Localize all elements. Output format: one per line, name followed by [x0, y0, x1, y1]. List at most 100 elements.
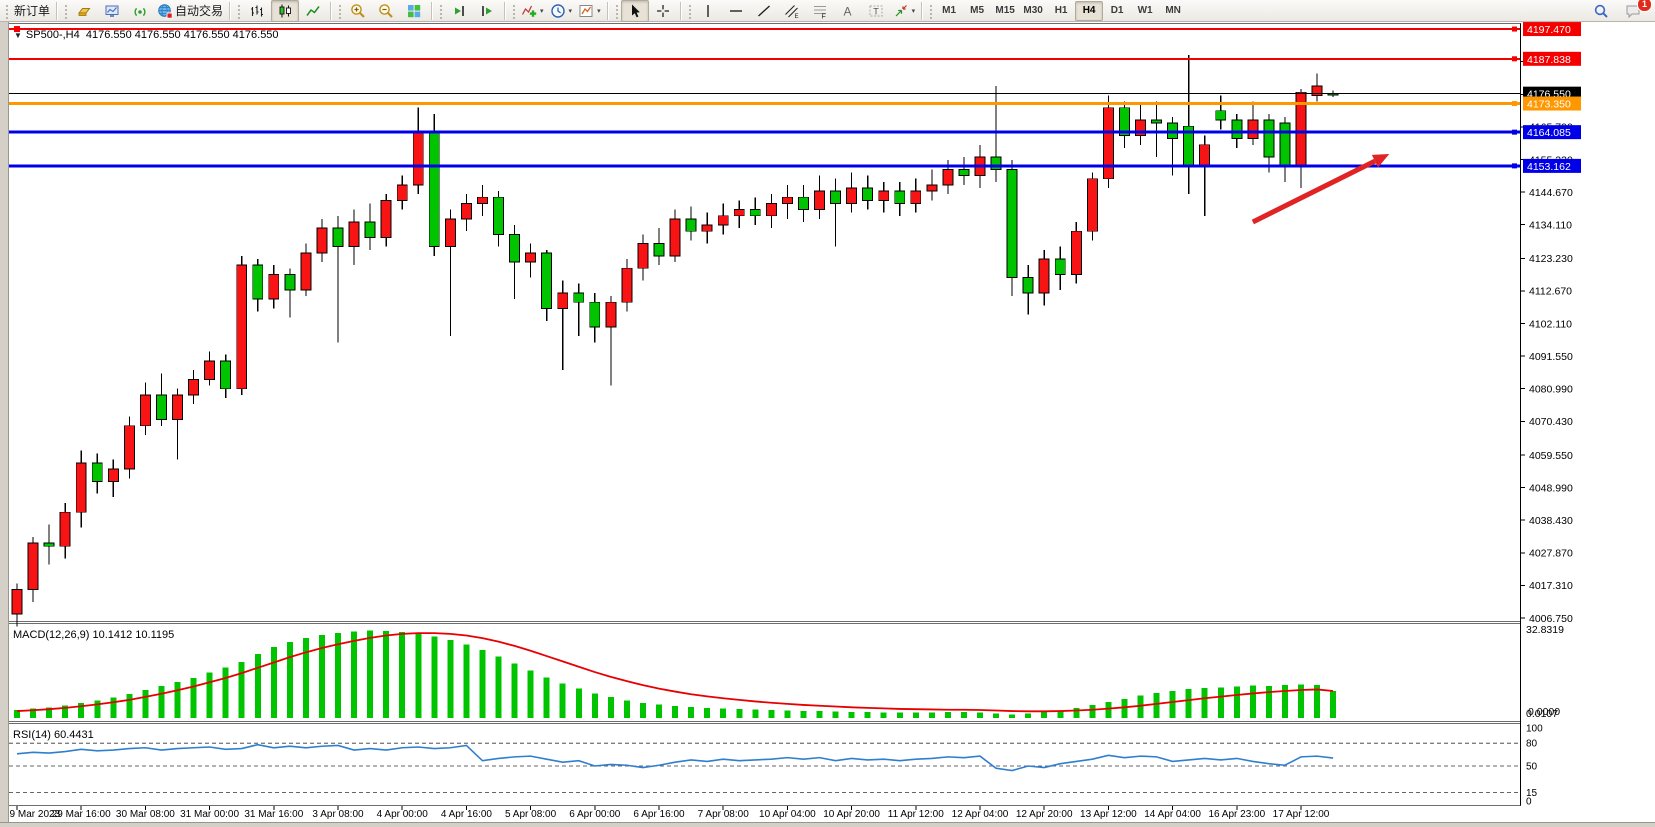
bear-candle[interactable] [1215, 110, 1227, 121]
bull-candle[interactable] [172, 394, 183, 421]
bear-candle[interactable] [1231, 119, 1243, 140]
bull-candle[interactable] [926, 184, 938, 192]
bull-candle[interactable] [621, 267, 633, 303]
bear-candle[interactable] [990, 156, 1002, 170]
arrow-shaft[interactable] [1251, 158, 1377, 225]
bull-candle[interactable] [268, 274, 280, 300]
bull-candle[interactable] [1038, 258, 1050, 294]
bull-candle[interactable] [300, 252, 312, 291]
bear-candle[interactable] [155, 394, 167, 421]
hline-4187.838[interactable]: 4187.838 [9, 51, 1581, 66]
timeframe-M5-button[interactable]: M5 [970, 5, 985, 16]
bull-candle[interactable] [878, 190, 890, 201]
bear-candle[interactable] [894, 190, 906, 204]
bull-candle[interactable] [781, 196, 793, 204]
arrows-dropdown-arrow-icon[interactable]: ▾ [911, 7, 916, 15]
bull-candle[interactable] [460, 202, 472, 220]
bull-candle[interactable] [1070, 230, 1082, 275]
candlestick-series[interactable] [11, 55, 1339, 627]
timeframe-W1-button[interactable]: W1 [1137, 5, 1153, 16]
hline-4153.162[interactable]: 4153.162 [9, 158, 1581, 173]
signals-button[interactable] [126, 0, 154, 22]
fibonacci-retracement-button[interactable]: F [806, 0, 834, 22]
chart-window[interactable]: 4186.9104176.3504165.7904155.2304144.670… [0, 22, 1655, 827]
bear-candle[interactable] [1022, 277, 1034, 294]
bear-candle[interactable] [220, 360, 232, 390]
bear-candle[interactable] [573, 292, 585, 303]
timeframe-D1-button[interactable]: D1 [1110, 5, 1124, 16]
bull-candle[interactable] [1086, 178, 1098, 232]
bear-candle[interactable] [541, 252, 553, 309]
periods-button[interactable]: ▾ [547, 0, 576, 22]
candlestick-mode-button[interactable] [271, 0, 300, 22]
bull-candle[interactable] [525, 252, 537, 263]
search-button[interactable] [1587, 0, 1615, 22]
bear-candle[interactable] [798, 196, 809, 211]
timeframe-MN-button[interactable]: MN [1165, 5, 1181, 16]
bull-candle[interactable] [942, 169, 954, 186]
auto-trading-button[interactable]: 自动交易 [154, 0, 226, 22]
bull-candle[interactable] [717, 215, 729, 226]
bull-candle[interactable] [733, 209, 745, 217]
templates-button[interactable]: ▾ [575, 0, 604, 22]
bar-chart-mode-button[interactable] [243, 0, 271, 22]
bear-candle[interactable] [1263, 119, 1275, 158]
timeframe-M1-button[interactable]: M1 [942, 5, 957, 16]
notifications-button[interactable]: 1 [1619, 0, 1652, 22]
bull-candle[interactable] [139, 394, 151, 427]
equidistant-channel-button[interactable]: E [778, 0, 806, 22]
text-label-button[interactable]: T [862, 0, 890, 22]
indicators-list-dropdown-arrow-icon[interactable]: ▾ [540, 7, 544, 15]
bear-candle[interactable] [862, 187, 874, 201]
chart-shift-button[interactable] [473, 0, 501, 22]
bear-candle[interactable] [1118, 107, 1130, 136]
bull-candle[interactable] [204, 360, 216, 380]
bull-candle[interactable] [669, 218, 681, 257]
bear-candle[interactable] [428, 131, 440, 248]
hline-anchor-handle[interactable] [14, 26, 20, 33]
vertical-line-button[interactable] [694, 0, 722, 22]
bull-candle[interactable] [316, 227, 328, 254]
price-axis[interactable]: 4186.9104176.3504165.7904155.2304144.670… [1520, 56, 1573, 625]
bull-candle[interactable] [846, 187, 858, 204]
bull-candle[interactable] [444, 218, 456, 248]
trendline-button[interactable] [750, 0, 778, 22]
line-chart-mode-button[interactable] [299, 0, 327, 22]
trend-arrow-annotation[interactable] [1251, 154, 1390, 225]
bear-candle[interactable] [493, 196, 504, 235]
rsi-indicator[interactable]: 100 80 50 150 [9, 724, 1543, 808]
bull-candle[interactable] [236, 264, 248, 390]
horizontal-line-button[interactable] [722, 0, 750, 22]
bear-candle[interactable] [830, 190, 841, 204]
bear-candle[interactable] [364, 221, 376, 238]
zoom-in-button[interactable] [344, 0, 372, 22]
timeframe-M30-button[interactable]: M30 [1023, 5, 1043, 16]
bull-candle[interactable] [1135, 119, 1146, 136]
bull-candle[interactable] [412, 131, 424, 186]
bull-candle[interactable] [701, 224, 713, 232]
bear-candle[interactable] [1279, 122, 1291, 167]
timeframe-H1-button[interactable]: H1 [1054, 5, 1068, 16]
bear-candle[interactable] [1006, 169, 1018, 278]
bear-candle[interactable] [749, 209, 761, 217]
bull-candle[interactable] [605, 301, 617, 328]
periods-dropdown-arrow-icon[interactable]: ▾ [568, 7, 573, 15]
text-button[interactable]: A [834, 0, 862, 22]
bull-candle[interactable] [123, 425, 135, 470]
bull-candle[interactable] [557, 292, 569, 309]
bull-candle[interactable] [1311, 85, 1323, 96]
timeframe-M15-button[interactable]: M15 [995, 5, 1015, 16]
bull-candle[interactable] [380, 199, 392, 238]
bull-candle[interactable] [814, 190, 825, 211]
hline-4197.470[interactable]: 4197.470 [9, 22, 1581, 37]
bull-candle[interactable] [188, 379, 200, 396]
bear-candle[interactable] [1054, 258, 1066, 275]
templates-dropdown-arrow-icon[interactable]: ▾ [597, 7, 601, 15]
charts-profile-button[interactable] [70, 0, 98, 22]
bull-candle[interactable] [910, 190, 922, 204]
bull-candle[interactable] [1102, 107, 1114, 180]
bear-candle[interactable] [284, 274, 296, 291]
bull-candle[interactable] [1199, 144, 1211, 167]
bull-candle[interactable] [59, 511, 71, 547]
